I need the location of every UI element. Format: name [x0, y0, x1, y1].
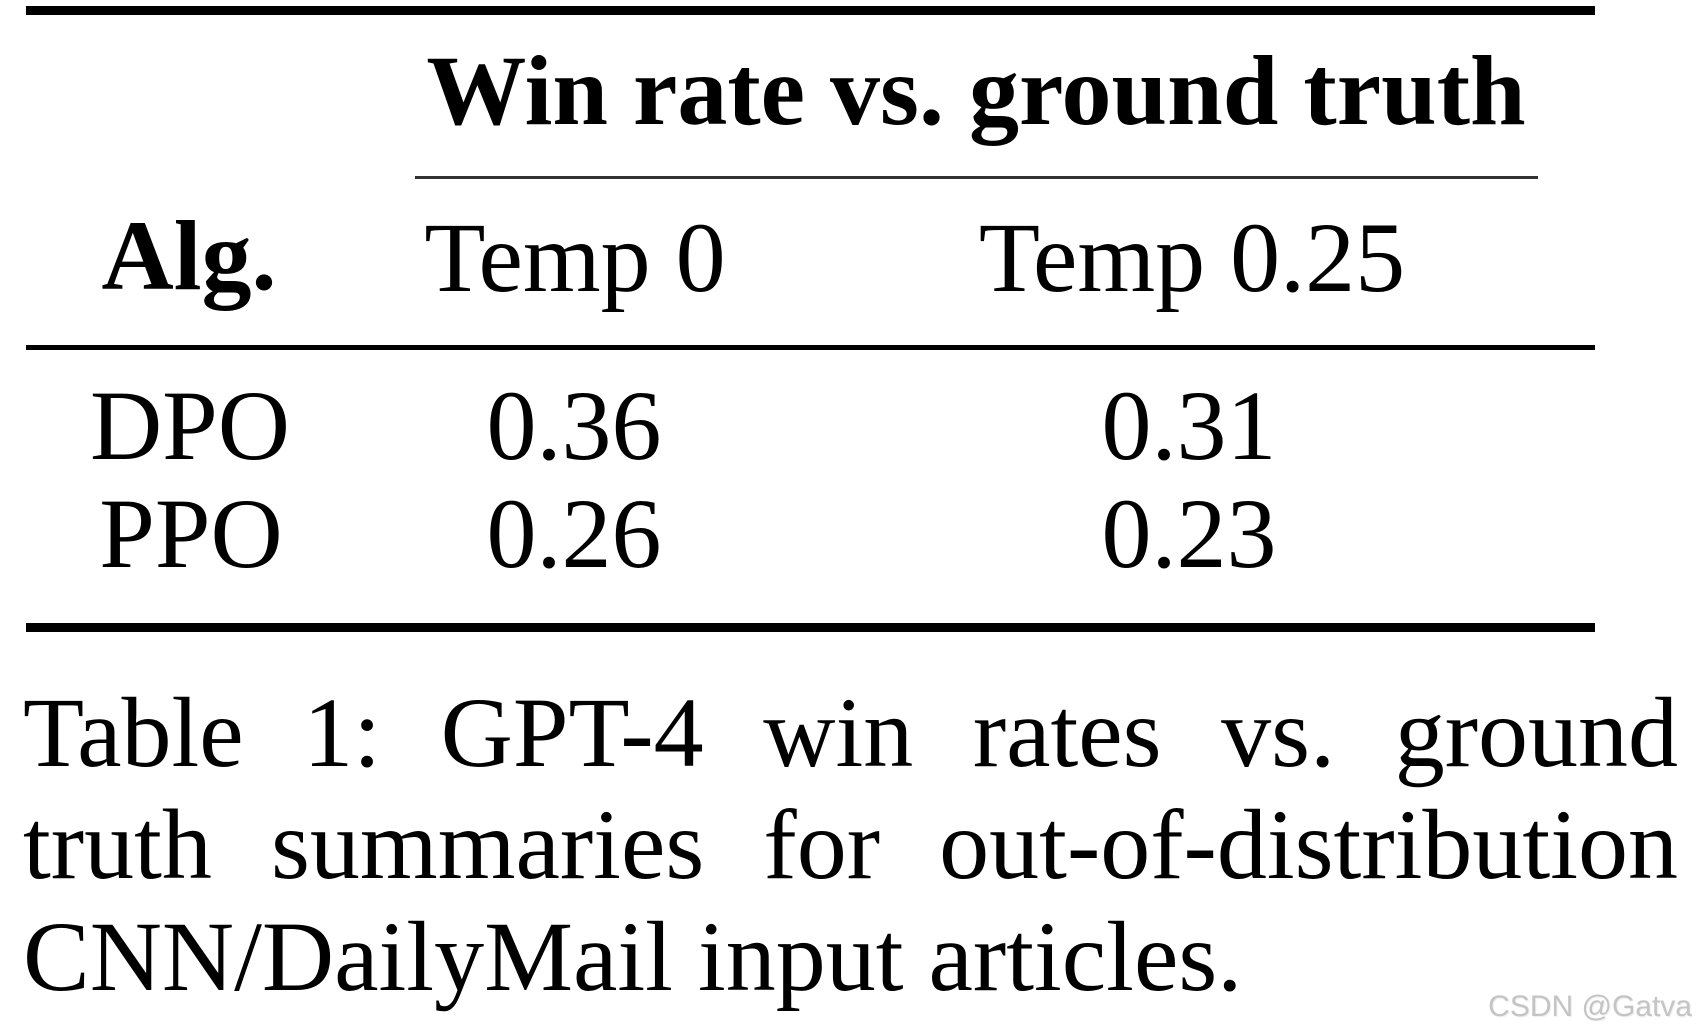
caption-line: CNN/DailyMail input articles.	[23, 901, 1243, 1012]
column-header-alg: Alg.	[101, 200, 277, 311]
bottom-rule	[26, 623, 1595, 632]
group-header: Win rate vs. ground truth	[426, 35, 1526, 146]
table-caption: Table 1: GPT-4 win rates vs. ground trut…	[23, 677, 1678, 1013]
column-header-temp-0-25: Temp 0.25	[978, 202, 1406, 313]
watermark: CSDN @Gatva	[1488, 990, 1692, 1023]
row-value-temp-0: 0.36	[486, 370, 662, 481]
column-header-temp-0: Temp 0	[424, 202, 726, 313]
group-header-rule	[415, 176, 1538, 179]
mid-rule	[26, 345, 1595, 350]
row-value-temp-0-25: 0.23	[1101, 478, 1277, 589]
row-value-temp-0: 0.26	[486, 478, 662, 589]
row-value-temp-0-25: 0.31	[1101, 370, 1277, 481]
row-alg: PPO	[99, 478, 283, 589]
caption-line: truth summaries for out-of-distribution	[23, 789, 1678, 900]
caption-line: Table 1: GPT-4 win rates vs. ground	[23, 677, 1678, 788]
row-alg: DPO	[89, 370, 291, 481]
top-rule	[26, 6, 1595, 15]
